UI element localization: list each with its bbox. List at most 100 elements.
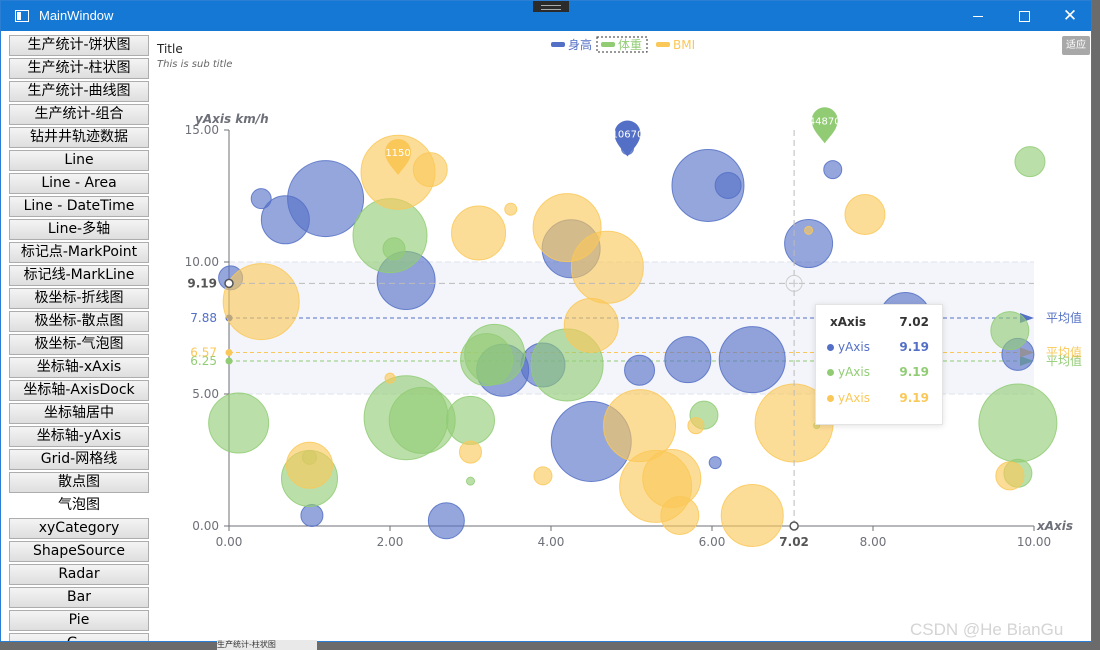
sidebar-item[interactable]: ShapeSource: [9, 541, 149, 562]
bubble: [664, 336, 712, 384]
bubble: [222, 263, 300, 341]
average-line-label: 平均值: [1046, 353, 1082, 368]
sidebar-item[interactable]: Grid-网格线: [9, 449, 149, 470]
legend: 身高 体重 BMI: [551, 36, 695, 53]
sidebar-item[interactable]: 极坐标-散点图: [9, 311, 149, 332]
sidebar-item[interactable]: 钻井井轨迹数据: [9, 127, 149, 148]
average-line-start: [225, 349, 233, 357]
minimize-button[interactable]: [955, 1, 1001, 31]
crosshair-y-handle: [224, 278, 234, 289]
crosshair-target-icon: [785, 274, 803, 292]
drag-grip[interactable]: [533, 1, 569, 12]
sidebar-item[interactable]: G...: [9, 633, 149, 641]
bubble: [708, 456, 722, 470]
bubble: [459, 440, 482, 464]
maximize-button[interactable]: [1001, 1, 1047, 31]
close-button[interactable]: ✕: [1047, 1, 1091, 31]
sidebar-nav: 生产统计-饼状图 生产统计-柱状图 生产统计-曲线图 生产统计-组合 钻井井轨迹数据 Li…: [9, 35, 149, 641]
bubble: [563, 297, 619, 353]
sidebar-item[interactable]: Line - DateTime: [9, 196, 149, 217]
bubble: [464, 323, 526, 385]
bubble: [660, 495, 700, 535]
chart-tooltip: xAxis 7.02 yAxis 9.19 yAxis 9.19 yAxis 9…: [815, 304, 943, 425]
title-bar[interactable]: MainWindow ✕: [1, 1, 1091, 31]
bubble: [504, 202, 518, 216]
sidebar-item[interactable]: Bar: [9, 587, 149, 608]
legend-swatch-icon: [656, 42, 670, 47]
x-tick-label: 6.00: [699, 535, 726, 549]
map-pin-icon: [385, 138, 412, 175]
tooltip-row-height: yAxis 9.19: [816, 340, 942, 356]
sidebar-item[interactable]: 极坐标-气泡图: [9, 334, 149, 355]
legend-dot-icon: [827, 395, 834, 402]
mark-point-label: 1150: [385, 148, 410, 159]
tooltip-header-label: xAxis: [830, 315, 867, 329]
mark-point-label: 10670: [612, 129, 644, 140]
sidebar-item[interactable]: 极坐标-折线图: [9, 288, 149, 309]
legend-item-label: 身高: [568, 37, 592, 52]
x-tick-label: 8.00: [860, 535, 887, 549]
sidebar-item[interactable]: Line-多轴: [9, 219, 149, 240]
sidebar-item[interactable]: 标记点-MarkPoint: [9, 242, 149, 263]
average-line-label: 平均值: [1046, 345, 1082, 360]
sidebar-item[interactable]: Radar: [9, 564, 149, 585]
legend-dot-icon: [827, 369, 834, 376]
chart-panel: 0.00 5.00 10.00 15.00 0.00 2.00 4.00 6.00 8.00 10…: [151, 31, 1091, 641]
fit-button[interactable]: 适应: [1062, 36, 1090, 55]
bubble: [844, 193, 886, 235]
bubble: [671, 148, 745, 222]
sidebar-item[interactable]: 坐标轴-AxisDock: [9, 380, 149, 401]
sidebar-item[interactable]: Pie: [9, 610, 149, 631]
sidebar-item[interactable]: 生产统计-曲线图: [9, 81, 149, 102]
sidebar-item[interactable]: xyCategory: [9, 518, 149, 539]
bubble: [784, 219, 834, 269]
x-tick-label: 0.00: [216, 535, 243, 549]
bubble: [714, 171, 742, 199]
sidebar-item[interactable]: 生产统计-柱状图: [9, 58, 149, 79]
bubble: [570, 230, 644, 304]
sidebar-item[interactable]: 气泡图: [9, 495, 149, 516]
mark-point-label: 44870: [809, 116, 841, 127]
average-line-label: 平均值: [1046, 310, 1082, 325]
average-value-label: 7.88: [190, 311, 217, 325]
sidebar-item[interactable]: 坐标轴-yAxis: [9, 426, 149, 447]
bubble: [412, 152, 448, 188]
tooltip-header: xAxis 7.02: [816, 315, 942, 331]
y-tick-label: 15.00: [185, 123, 219, 137]
sidebar-item[interactable]: 生产统计-组合: [9, 104, 149, 125]
bubble: [287, 160, 365, 238]
bubble: [286, 441, 333, 489]
sidebar-item[interactable]: 生产统计-饼状图: [9, 35, 149, 56]
sidebar-item[interactable]: 散点图: [9, 472, 149, 493]
tooltip-row-value: 9.19: [899, 340, 929, 354]
sidebar-item[interactable]: Line: [9, 150, 149, 171]
average-line-start: [225, 357, 233, 365]
bubble: [804, 225, 814, 235]
chart-title: Title: [157, 42, 183, 56]
bubble: [995, 461, 1025, 491]
sidebar-item[interactable]: 坐标轴-xAxis: [9, 357, 149, 378]
y-tick-label: 5.00: [192, 387, 219, 401]
window-title: MainWindow: [39, 8, 114, 23]
x-tick-label: 4.00: [538, 535, 565, 549]
map-pin-icon: [811, 107, 838, 144]
bubble: [451, 205, 507, 261]
tooltip-row-bmi: yAxis 9.19: [816, 391, 942, 407]
legend-swatch-icon: [601, 42, 615, 47]
sidebar-item[interactable]: 标记线-MarkLine: [9, 265, 149, 286]
sidebar-item[interactable]: Line - Area: [9, 173, 149, 194]
bubble: [382, 237, 406, 261]
average-value-label: 6.57: [190, 346, 217, 360]
crosshair-x-handle: [789, 521, 799, 531]
bubble-chart[interactable]: 0.00 5.00 10.00 15.00 0.00 2.00 4.00 6.00 8.00 10…: [151, 31, 1091, 641]
sidebar-item[interactable]: 坐标轴居中: [9, 403, 149, 424]
bubble: [384, 372, 396, 384]
tooltip-row-value: 9.19: [899, 365, 929, 379]
bubble: [720, 483, 784, 547]
series-group: [222, 134, 1025, 547]
legend-focus-box: [596, 36, 648, 53]
bubble: [990, 311, 1030, 351]
minimize-icon: [973, 15, 983, 17]
bubble: [624, 354, 656, 386]
chart-subtitle: This is sub title: [157, 59, 233, 70]
